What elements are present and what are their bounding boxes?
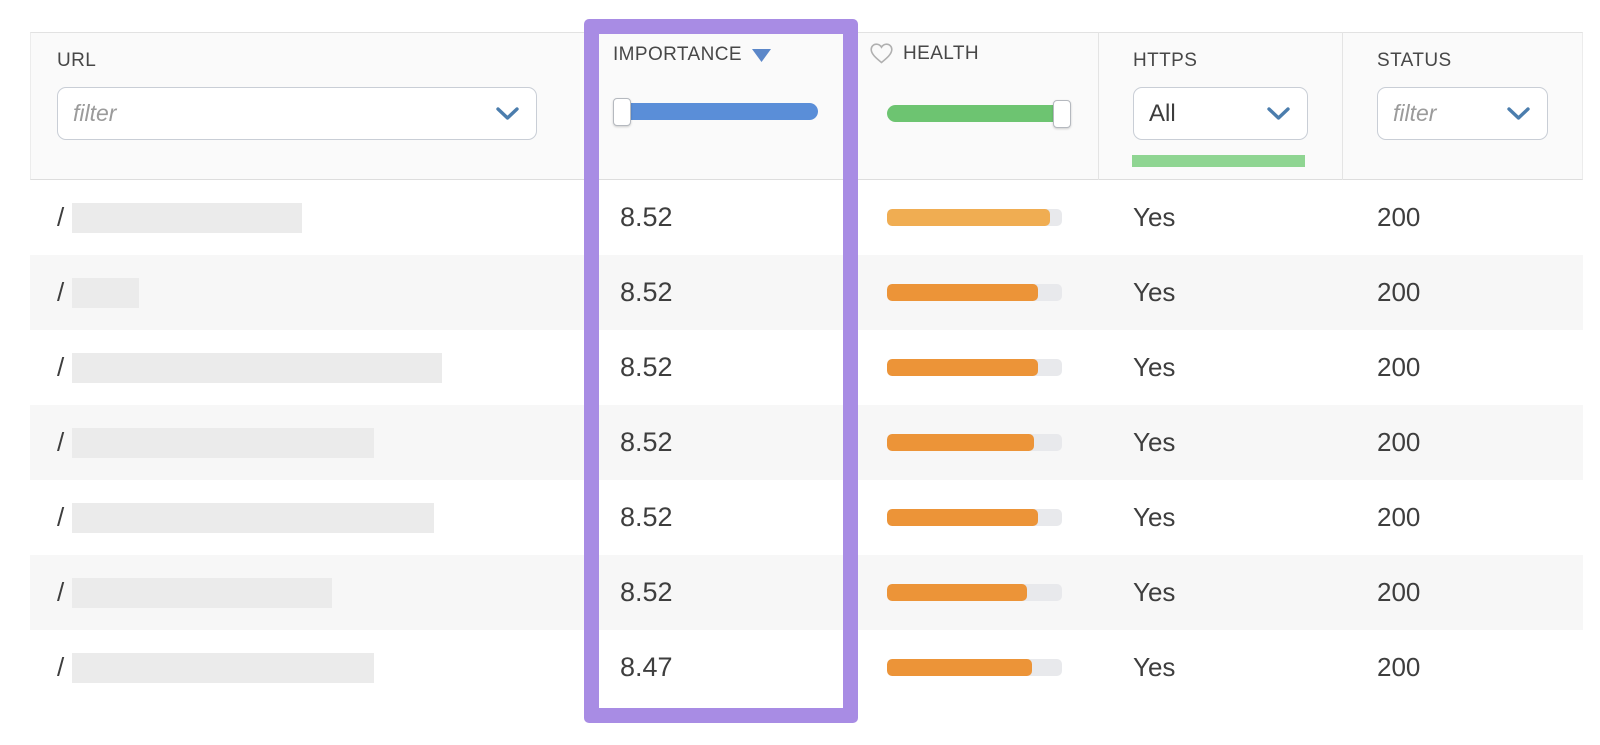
url-cell[interactable]: / [57,330,443,405]
health-cell [887,330,1062,405]
url-redacted-text [72,652,375,683]
url-cell[interactable]: / [57,555,333,630]
importance-value: 8.52 [620,427,673,457]
importance-value: 8.52 [620,202,673,232]
https-value: Yes [1133,277,1176,307]
column-header-health[interactable]: HEALTH [869,42,979,65]
url-redacted-text [72,427,375,458]
health-cell [887,255,1062,330]
health-bar-fill [887,584,1027,601]
health-bar-fill [887,509,1038,526]
table-body: / 8.52 Yes 200 / 8.52 Yes 200 / 8. [30,180,1583,705]
status-value: 200 [1377,577,1421,607]
chevron-down-icon [1267,106,1290,120]
https-column-label: HTTPS [1133,50,1198,71]
health-bar [887,359,1062,376]
importance-column-label: IMPORTANCE [613,44,742,65]
table-row[interactable]: / 8.52 Yes 200 [30,180,1583,255]
url-redacted-text [72,352,443,383]
table-row[interactable]: / 8.52 Yes 200 [30,405,1583,480]
importance-slider-handle[interactable] [613,98,631,126]
health-cell [887,180,1062,255]
https-value: Yes [1133,652,1176,682]
url-prefix: / [57,352,65,382]
url-prefix: / [57,202,65,232]
https-value: Yes [1133,577,1176,607]
url-column-label: URL [57,50,97,71]
heart-icon [870,43,893,64]
https-selected-option: All [1149,99,1176,127]
url-cell[interactable]: / [57,255,140,330]
url-cell[interactable]: / [57,630,375,705]
health-slider-handle[interactable] [1053,100,1071,128]
status-filter-placeholder: filter [1393,100,1437,126]
health-cell [887,555,1062,630]
health-bar [887,434,1062,451]
status-filter-input[interactable]: filter [1377,87,1548,140]
health-bar [887,659,1062,676]
health-bar-fill [887,659,1033,676]
status-column-label: STATUS [1377,50,1452,71]
url-prefix: / [57,277,65,307]
importance-range-slider[interactable] [617,103,818,120]
column-header-importance[interactable]: IMPORTANCE [613,44,772,66]
url-filter-placeholder: filter [73,100,117,126]
https-value: Yes [1133,427,1176,457]
url-prefix: / [57,502,65,532]
table-row[interactable]: / 8.47 Yes 200 [30,630,1583,705]
health-cell [887,405,1062,480]
status-value: 200 [1377,352,1421,382]
table-row[interactable]: / 8.52 Yes 200 [30,555,1583,630]
health-bar [887,284,1062,301]
chevron-down-icon [496,106,519,120]
table-row[interactable]: / 8.52 Yes 200 [30,330,1583,405]
status-value: 200 [1377,202,1421,232]
health-bar [887,509,1062,526]
url-prefix: / [57,577,65,607]
health-bar-fill [887,434,1034,451]
status-value: 200 [1377,427,1421,457]
health-bar [887,209,1062,226]
status-value: 200 [1377,502,1421,532]
importance-value: 8.47 [620,652,673,682]
sort-desc-icon[interactable] [751,48,772,63]
url-redacted-text [72,577,333,608]
https-value: Yes [1133,352,1176,382]
table-row[interactable]: / 8.52 Yes 200 [30,255,1583,330]
importance-value: 8.52 [620,352,673,382]
column-header-https[interactable]: HTTPS [1133,50,1197,72]
importance-value: 8.52 [620,577,673,607]
url-redacted-text [72,277,140,308]
table-row[interactable]: / 8.52 Yes 200 [30,480,1583,555]
column-header-url[interactable]: URL [57,50,96,72]
https-value: Yes [1133,502,1176,532]
importance-value: 8.52 [620,277,673,307]
url-redacted-text [72,502,435,533]
url-prefix: / [57,427,65,457]
chevron-down-icon [1507,106,1530,120]
url-filter-input[interactable]: filter [57,87,537,140]
https-value: Yes [1133,202,1176,232]
health-range-slider[interactable] [887,105,1068,122]
url-redacted-text [72,202,303,233]
health-bar-fill [887,209,1050,226]
status-value: 200 [1377,277,1421,307]
health-cell [887,480,1062,555]
https-filter-active-indicator [1132,155,1305,167]
status-value: 200 [1377,652,1421,682]
url-cell[interactable]: / [57,405,375,480]
column-header-status[interactable]: STATUS [1377,50,1452,72]
health-column-label: HEALTH [903,42,979,64]
url-prefix: / [57,652,65,682]
importance-value: 8.52 [620,502,673,532]
health-bar-fill [887,359,1038,376]
health-bar-fill [887,284,1038,301]
health-bar [887,584,1062,601]
url-cell[interactable]: / [57,480,435,555]
health-cell [887,630,1062,705]
https-filter-select[interactable]: All [1133,87,1308,140]
url-cell[interactable]: / [57,180,303,255]
